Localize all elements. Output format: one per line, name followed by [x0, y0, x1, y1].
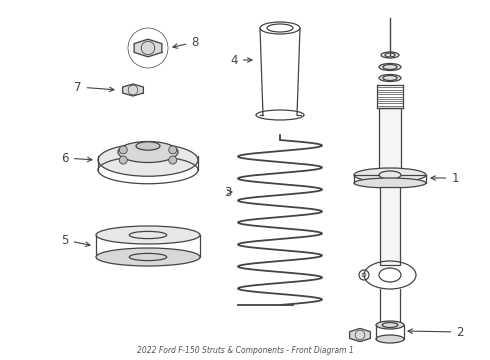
Ellipse shape: [98, 144, 198, 176]
Ellipse shape: [96, 248, 200, 266]
Ellipse shape: [381, 52, 399, 58]
Text: 5: 5: [61, 234, 90, 247]
Text: 2022 Ford F-150 Struts & Components - Front Diagram 1: 2022 Ford F-150 Struts & Components - Fr…: [137, 346, 353, 355]
Ellipse shape: [354, 178, 426, 188]
Polygon shape: [349, 328, 370, 342]
Circle shape: [119, 156, 127, 164]
Text: 6: 6: [61, 152, 92, 165]
Ellipse shape: [376, 335, 404, 343]
Circle shape: [169, 156, 177, 164]
Text: 2: 2: [408, 325, 464, 338]
Circle shape: [169, 146, 177, 154]
Text: 4: 4: [230, 54, 252, 67]
Ellipse shape: [379, 63, 401, 71]
Circle shape: [119, 146, 127, 154]
Bar: [380, 187, 400, 265]
Ellipse shape: [118, 141, 178, 162]
Text: 8: 8: [173, 36, 198, 49]
Ellipse shape: [354, 168, 426, 182]
Ellipse shape: [96, 226, 200, 244]
Text: 3: 3: [224, 185, 232, 198]
Text: 1: 1: [431, 171, 459, 185]
Bar: [379, 108, 401, 175]
Text: 7: 7: [74, 81, 114, 94]
Ellipse shape: [136, 142, 160, 150]
Ellipse shape: [379, 75, 401, 81]
Polygon shape: [134, 39, 162, 57]
Polygon shape: [122, 84, 144, 96]
Ellipse shape: [376, 321, 404, 329]
